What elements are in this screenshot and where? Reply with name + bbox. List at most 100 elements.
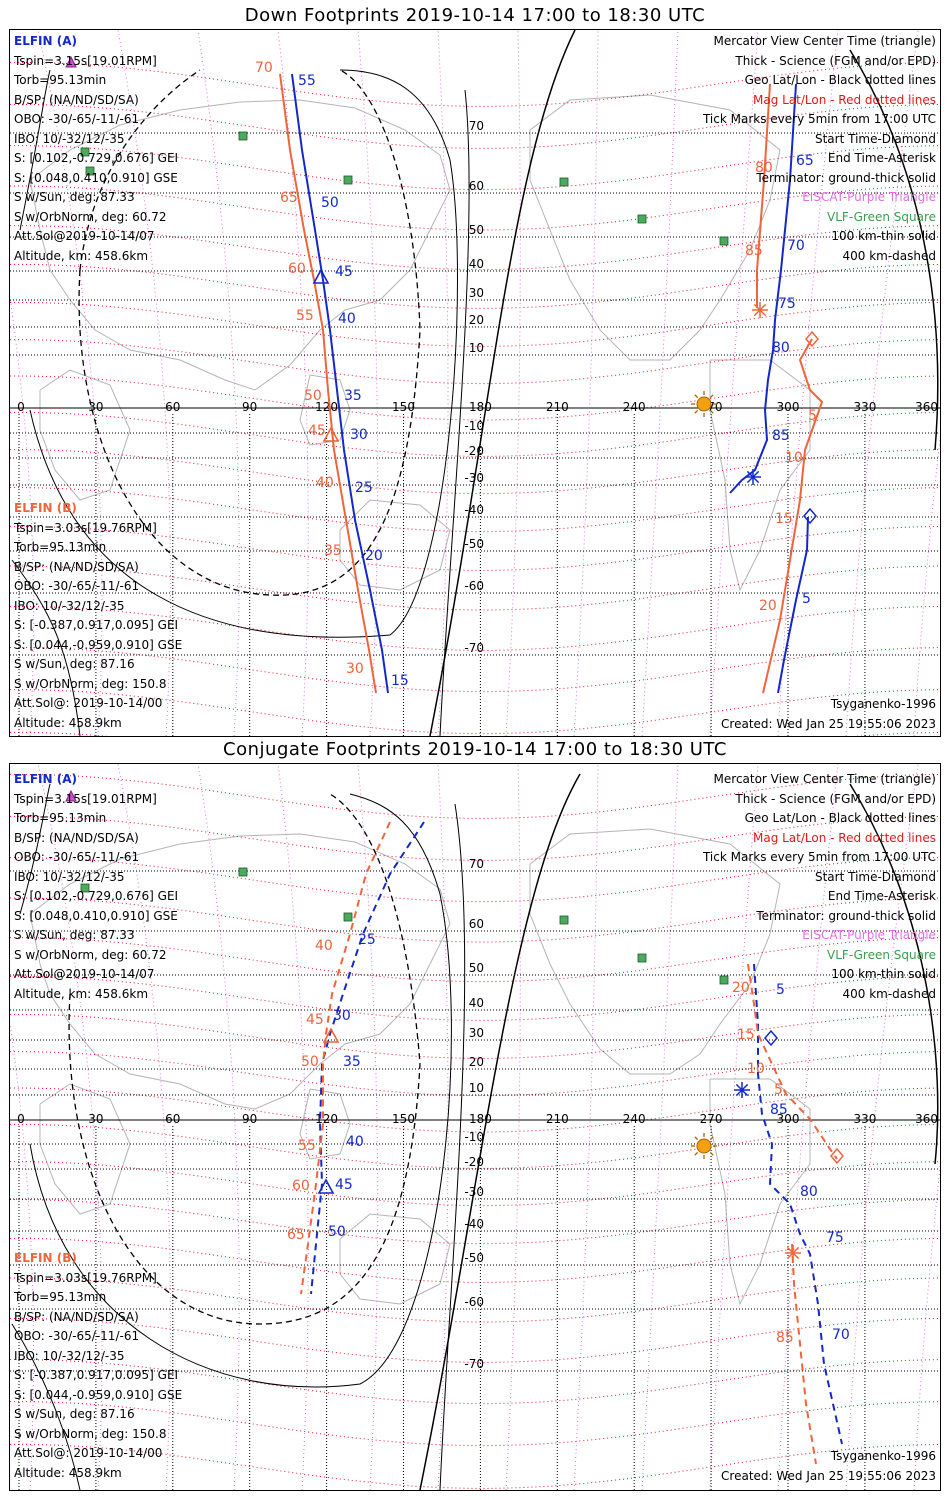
elfin-b-line: S: [-0.387,0.917,0.095] GEI xyxy=(14,618,179,632)
lat-tick-label: 30 xyxy=(469,286,484,300)
sun-icon xyxy=(691,1133,717,1159)
elfin-b-center-triangle xyxy=(322,1027,340,1043)
legend-item: 400 km-dashed xyxy=(842,986,936,1001)
lat-tick-label: 10 xyxy=(469,1081,484,1095)
continent-outline xyxy=(29,833,451,1110)
elfin-b-line: Altitude: 458.9km xyxy=(14,715,122,730)
lat-tick-label: -20 xyxy=(464,1155,484,1169)
lat-tick-label: -10 xyxy=(464,1130,484,1144)
elfin-a-line: S: [0.102,-0.729,0.676] GEI xyxy=(14,889,179,903)
elfin-b-tick-label: 60 xyxy=(288,261,306,277)
elfin-a-tick-label: 80 xyxy=(800,1184,818,1200)
elfin-b-tick-label: 5 xyxy=(808,408,817,424)
continent-outline xyxy=(299,1088,351,1160)
lat-tick-label: 50 xyxy=(469,961,484,975)
elfin-b-line: OBO: -30/-65/-11/-61 xyxy=(14,1329,140,1343)
lon-tick-label: 120 xyxy=(315,400,338,414)
elfin-b-tick-label: 15 xyxy=(775,511,793,527)
elfin-a-tick-label: 30 xyxy=(350,427,368,443)
elfin-a-tick-label: 85 xyxy=(772,428,790,444)
elfin-a-tick-label: 20 xyxy=(365,548,383,564)
legend-item: Thick - Science (FGM and/or EPD) xyxy=(735,791,936,806)
terminator-ground xyxy=(849,783,939,1165)
lon-tick-label: 90 xyxy=(242,400,257,414)
legend-item: End Time-Asterisk xyxy=(827,889,936,903)
lon-tick-label: 0 xyxy=(17,400,25,414)
legend-item: Terminator: ground-thick solid xyxy=(756,170,936,185)
legend-item: End Time-Asterisk xyxy=(827,151,936,165)
continent-outline xyxy=(339,499,451,591)
elfin-a-info: ELFIN (A) Tspin=3.15s[19.01RPM] Torb=95.… xyxy=(14,32,178,266)
elfin-a-line: Altitude, km: 458.6km xyxy=(14,986,149,1001)
elfin-b-line: B/SP: (NA/ND/SD/SA) xyxy=(14,1309,139,1324)
elfin-a-track-segment xyxy=(753,963,843,1445)
land-outlines xyxy=(29,828,811,1306)
lon-tick-label: 150 xyxy=(392,400,415,414)
lat-tick-label: 50 xyxy=(469,223,484,237)
created-label: Created: Wed Jan 25 19:55:06 2023 xyxy=(721,1469,936,1483)
asterisk-stroke xyxy=(746,470,760,484)
elfin-a-track-segment xyxy=(291,73,389,694)
elfin-b-track-segment xyxy=(762,338,824,694)
elfin-b-tick-label: 30 xyxy=(346,661,364,677)
elfin-b-tick-label: 55 xyxy=(298,1138,316,1154)
vlf-station-square xyxy=(559,177,569,187)
continent-outline xyxy=(299,374,351,446)
elfin-b-line: S w/Sun, deg: 87.16 xyxy=(14,1407,135,1421)
lon-tick-label: 300 xyxy=(777,1112,800,1126)
lon-tick-label: 330 xyxy=(853,400,876,414)
elfin-a-tick-label: 25 xyxy=(355,480,373,496)
elfin-b-tick-label: 10 xyxy=(747,1061,765,1077)
asterisk-stroke xyxy=(735,1083,749,1097)
elfin-a-tick-label: 70 xyxy=(787,238,805,254)
lat-tick-label: 70 xyxy=(469,119,484,133)
terminator-ground xyxy=(11,1323,81,1490)
continent-outline xyxy=(709,1078,811,1306)
elfin-a-line: B/SP: (NA/ND/SD/SA) xyxy=(14,92,139,107)
elfin-b-tick-label: 20 xyxy=(732,980,750,996)
lon-tick-label: 0 xyxy=(17,1112,25,1126)
elfin-b-info: ELFIN (B) Tspin=3.03s[19.76RPM] Torb=95.… xyxy=(14,499,182,733)
continent-outline xyxy=(39,1083,131,1215)
elfin-a-tick-label: 5 xyxy=(802,591,811,607)
elfin-b-tick-label: 80 xyxy=(755,160,773,176)
legend-item: 100 km-thin solid xyxy=(831,967,936,981)
elfin-b-tick-label: 35 xyxy=(324,543,342,559)
eiscat-triangle xyxy=(65,55,77,68)
vlf-station-square xyxy=(80,883,90,893)
terminator-100km xyxy=(439,89,470,736)
legend: Mercator View Center Time (triangle) Thi… xyxy=(703,32,936,266)
elfin-a-track xyxy=(291,73,809,694)
elfin-a-line: S w/OrbNorm, deg: 60.72 xyxy=(14,209,167,224)
elfin-a-track xyxy=(310,821,843,1445)
continent-outline xyxy=(529,94,781,361)
vlf-station-square xyxy=(85,166,95,176)
elfin-a-line: OBO: -30/-65/-11/-61 xyxy=(14,850,140,864)
lon-tick-label: 360 xyxy=(915,1112,938,1126)
vlf-station-square xyxy=(559,915,569,925)
sun-ray xyxy=(694,409,699,414)
vlf-station-square xyxy=(343,912,353,922)
elfin-a-tick-label: 30 xyxy=(333,1008,351,1024)
elfin-a-end-asterisk xyxy=(745,469,761,485)
elfin-b-tick-label: 50 xyxy=(301,1054,319,1070)
elfin-a-line: S: [0.048,0.410,0.910] GSE xyxy=(14,908,178,923)
legend: Mercator View Center Time (triangle) Thi… xyxy=(703,770,936,1004)
elfin-b-line: Tspin=3.03s[19.76RPM] xyxy=(14,520,157,535)
terminator-100km xyxy=(439,803,466,1490)
legend-item: 100 km-thin solid xyxy=(831,229,936,243)
elfin-b-tick-label: 60 xyxy=(292,1178,310,1194)
elfin-b-tick-label: 45 xyxy=(308,423,326,439)
legend-item: Tick Marks every 5min from 17:00 UTC xyxy=(702,850,936,864)
legend-item: Mercator View Center Time (triangle) xyxy=(713,772,936,786)
elfin-b-tick-label: 20 xyxy=(759,598,777,614)
elfin-a-center-triangle xyxy=(312,268,330,284)
terminator-ground xyxy=(19,69,51,231)
elfin-b-tick-label: 85 xyxy=(776,1330,794,1346)
legend-item: Start Time-Diamond xyxy=(814,869,936,884)
elfin-a-tick-label: 75 xyxy=(826,1230,844,1246)
elfin-a-line: Tspin=3.15s[19.01RPM] xyxy=(14,53,157,68)
elfin-a-line: Torb=95.13min xyxy=(14,73,107,87)
mag-lon-line xyxy=(357,30,379,736)
mag-lon-line xyxy=(10,294,35,736)
